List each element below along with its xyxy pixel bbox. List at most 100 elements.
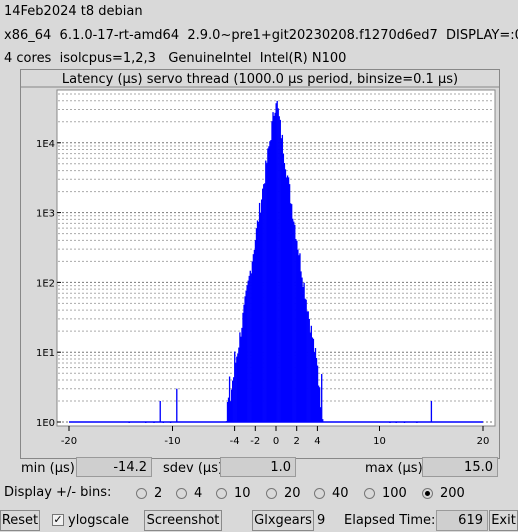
histogram-bar xyxy=(310,325,313,422)
bins-option-20[interactable]: 20 xyxy=(266,484,301,502)
histogram-bar xyxy=(309,332,311,422)
histogram-bar xyxy=(162,422,165,423)
histogram-bar xyxy=(305,299,307,422)
radio-circle-icon[interactable] xyxy=(136,487,147,499)
histogram-bar xyxy=(295,239,297,422)
histogram-bar xyxy=(302,287,304,422)
x-tick-label: 0 xyxy=(273,436,279,447)
histogram-bar xyxy=(238,347,240,422)
histogram-bar xyxy=(274,112,276,422)
kernel-info-line: x86_64 6.1.0-17-rt-amd64 2.9.0~pre1+git2… xyxy=(4,28,518,43)
histogram-bar xyxy=(176,388,178,422)
histogram-bar xyxy=(239,332,241,422)
bins-option-10[interactable]: 10 xyxy=(216,484,251,502)
histogram-bar xyxy=(313,352,316,422)
x-tick-label: 4 xyxy=(314,436,320,447)
histogram-bar xyxy=(241,327,243,422)
histogram-bar xyxy=(226,401,229,422)
glxgears-count: 9 xyxy=(317,513,326,528)
histogram-bar xyxy=(236,356,238,422)
bins-option-2[interactable]: 2 xyxy=(136,484,162,502)
histogram-bar xyxy=(284,169,287,422)
x-tick-label: 10 xyxy=(373,436,386,447)
bins-option-40[interactable]: 40 xyxy=(314,484,349,502)
histogram-bar xyxy=(145,422,147,423)
elapsed-time-label: Elapsed Time: xyxy=(344,513,436,528)
histogram-bar xyxy=(153,422,155,423)
histogram-bar xyxy=(416,422,418,423)
histogram-bar xyxy=(245,290,247,422)
histogram-bar xyxy=(227,397,230,422)
histogram-bar xyxy=(237,353,239,422)
histogram-bar xyxy=(279,119,281,422)
histogram-bar xyxy=(235,362,237,422)
histogram-bar xyxy=(244,296,246,422)
histogram-bar xyxy=(267,148,269,422)
radio-circle-icon[interactable] xyxy=(266,487,277,499)
histogram-bar xyxy=(294,224,296,422)
bins-option-4[interactable]: 4 xyxy=(176,484,202,502)
ylogscale-checkbox[interactable]: ✓ xyxy=(52,513,64,526)
histogram-bar xyxy=(225,421,228,423)
histogram-bar xyxy=(289,203,292,422)
histogram-bar xyxy=(389,422,391,423)
radio-circle-icon[interactable] xyxy=(216,487,227,499)
bins-option-label: 10 xyxy=(234,485,251,501)
x-tick-label: -20 xyxy=(61,436,77,447)
radio-circle-icon[interactable] xyxy=(364,487,375,499)
reset-button[interactable]: Reset xyxy=(0,510,40,531)
x-tick-label: -2 xyxy=(250,436,260,447)
radio-circle-icon[interactable] xyxy=(176,487,187,499)
histogram-bar xyxy=(277,108,279,422)
y-tick-label: 1E4 xyxy=(36,139,55,150)
histogram-bar xyxy=(298,255,300,422)
histogram-bar xyxy=(318,387,321,422)
histogram-bar xyxy=(296,240,298,422)
histogram-bar xyxy=(248,275,250,422)
screenshot-button[interactable]: Screenshot xyxy=(144,510,222,531)
histogram-bar xyxy=(304,298,306,422)
histogram-bar xyxy=(311,337,314,422)
histogram-bar xyxy=(321,374,323,422)
histogram-bar xyxy=(229,401,232,422)
elapsed-time-value: 619 xyxy=(436,510,488,531)
min-label: min (µs) xyxy=(21,461,75,476)
chart-title: Latency (µs) servo thread (1000.0 µs per… xyxy=(62,72,458,87)
histogram-bar xyxy=(272,112,274,422)
histogram-bar xyxy=(283,163,286,423)
x-tick-label: -10 xyxy=(164,436,180,447)
histogram-bar xyxy=(291,204,293,422)
histogram-bar xyxy=(266,162,268,422)
histogram-bar xyxy=(263,184,265,422)
radio-circle-icon[interactable] xyxy=(314,487,325,499)
bins-option-200[interactable]: 200 xyxy=(422,484,465,502)
histogram-bar xyxy=(403,422,406,423)
histogram-bar xyxy=(230,389,233,422)
x-tick-label: 20 xyxy=(477,436,490,447)
histogram-bar xyxy=(242,312,244,422)
radio-circle-icon[interactable] xyxy=(422,487,433,499)
bins-option-label: 100 xyxy=(382,485,407,501)
histogram-bar xyxy=(286,175,289,422)
histogram-bar xyxy=(252,254,255,422)
histogram-bar xyxy=(250,273,252,422)
bins-option-100[interactable]: 100 xyxy=(364,484,407,502)
sdev-label: sdev (µs) xyxy=(163,461,224,476)
max-value-field: 15.0 xyxy=(422,457,498,477)
bins-option-label: 200 xyxy=(440,485,465,501)
histogram-bar xyxy=(232,380,234,422)
histogram-bar xyxy=(260,199,263,422)
exit-button[interactable]: Exit xyxy=(489,510,518,531)
histogram-bar xyxy=(246,285,248,422)
x-tick-label: 2 xyxy=(294,436,300,447)
bins-option-label: 20 xyxy=(284,485,301,501)
latency-histogram: Latency (µs) servo thread (1000.0 µs per… xyxy=(20,69,500,459)
histogram-bar xyxy=(300,271,302,422)
histogram-bar xyxy=(316,365,319,422)
y-tick-label: 1E2 xyxy=(36,278,55,289)
histogram-bar xyxy=(303,282,305,422)
histogram-bar xyxy=(282,153,285,422)
glxgears-button[interactable]: Glxgears xyxy=(252,510,314,531)
histogram-bar xyxy=(247,280,249,422)
histogram-bar xyxy=(280,138,282,422)
